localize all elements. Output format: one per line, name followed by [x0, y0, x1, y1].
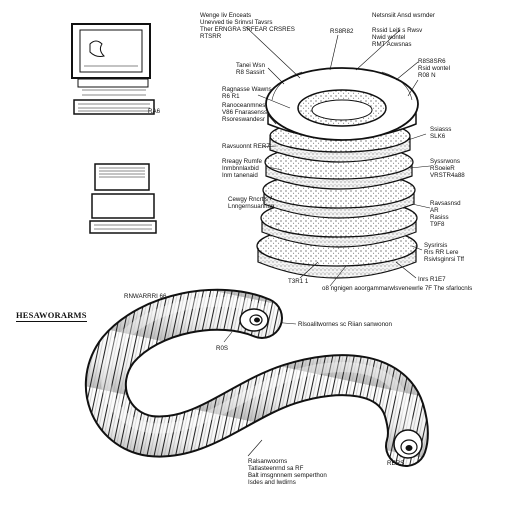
label-line: RSoeieR [430, 165, 455, 172]
label-line: R8 Sassirt [236, 69, 265, 76]
label-line: Rssid Leiti s Rwsv [372, 27, 423, 34]
label-line: Rrs RR Lere [424, 249, 459, 256]
stack-right-label-4: Ravsasnsd AR Rasiss T9F8 [430, 200, 461, 228]
label-line: Ralsanwoorns [248, 458, 288, 465]
label-line: Ravsasnsd [430, 200, 461, 207]
stack-top-center-label: RS8R82 [330, 28, 354, 35]
stack-right-label-1: R8S8SR6 Rsid wontel R08 N [418, 58, 450, 79]
label-line: Inmbnnlaxbid [222, 165, 259, 172]
stack-bottom-right-label: Inrs R1E7 [418, 276, 446, 283]
ring-top-torus [265, 67, 419, 141]
computer-label: RA6 [148, 108, 161, 115]
label-line: Netsnsiit Ansd wsrnder [372, 12, 435, 19]
stack-left-label-3: Ranoceanmnes V86 Fnarasenss Rsoreswandes… [222, 102, 267, 123]
label-line: Rsid wontel [418, 65, 450, 72]
worm-tail-label: RERS [387, 460, 405, 467]
label-line: AR [430, 207, 439, 214]
label-line: Inm tanenaid [222, 172, 258, 179]
earthworm-illustration [84, 288, 429, 467]
label-line: R08 N [418, 72, 436, 79]
label-line: R6 R1 [222, 93, 240, 100]
worm-top-label: RNWARRRI 66 [124, 293, 167, 300]
label-line: RMT Acwsnas [372, 41, 412, 48]
label-line: Rasiss [430, 214, 449, 221]
stack-bottom-caption: o8 ngnigen aoorgammarwlsvenewrle 7F The … [322, 285, 473, 292]
worm-left-label: R0S [216, 345, 229, 352]
label-line: T9F8 [430, 221, 445, 228]
label-line: VRSTR4a88 [430, 172, 465, 179]
label-line: Rsivlsginrsi Tff [424, 256, 464, 263]
stack-left-label-2: Ragnasse Wawns R6 R1 [222, 86, 272, 100]
label-line: Isdes and lwdirns [248, 479, 296, 486]
label-line: R8S8SR6 [418, 58, 446, 65]
label-line: Tatlasteenrnd sa RF [248, 465, 304, 472]
layered-rings-illustration [256, 67, 419, 279]
stack-right-label-2: Ssiasss SLK6 [430, 126, 451, 140]
diagram-title: HESAWORARMS [16, 310, 87, 322]
worm-head [239, 308, 269, 332]
stack-bottom-left-label: T3R1 1 [288, 278, 309, 285]
stack-left-label-4: Ravsuonnt RER7 [222, 143, 270, 150]
stack-left-label-6: Cewgy Rncrtis Lnngernsuanrian [228, 196, 274, 210]
label-line: Rreagy Rumfe [222, 158, 262, 165]
stack-left-label-1: Tanei Wsn R8 Sassirt [236, 62, 265, 76]
stack-left-label-5: Rreagy Rumfe Inmbnnlaxbid Inm tanenaid [222, 158, 262, 179]
label-line: Sysrirsis [424, 242, 448, 249]
label-line: Syssrwons [430, 158, 460, 165]
label-line: Ragnasse Wawns [222, 86, 272, 93]
label-line: Balt imsgnnnem semperthon [248, 472, 327, 479]
label-line: Ssiasss [430, 126, 452, 133]
stack-top-right-label: Netsnsiit Ansd wsrnder Rssid Leiti s Rws… [372, 12, 435, 48]
stack-header-label: Wenge liv Enceats Unevved tie Srinvsl Ta… [200, 12, 295, 40]
label-line: Tanei Wsn [236, 62, 265, 69]
label-line: Lnngernsuanrian [228, 203, 275, 210]
label-line: SLK6 [430, 133, 446, 140]
label-line: Ther ERNGRA SRFEAR CRSRES [200, 26, 295, 33]
label-line: Rsoreswandesr [222, 116, 265, 123]
desktop-computer-icon [71, 23, 155, 115]
label-line: V86 Fnarasenss [222, 109, 268, 116]
stack-right-label-5: Sysrirsis Rrs RR Lere Rsivlsginrsi Tff [424, 242, 464, 263]
label-line: RTSRR [200, 33, 222, 40]
label-line: Unevved tie Srinvsl Tavsrs [200, 19, 273, 26]
label-line: Wenge liv Enceats [200, 12, 252, 19]
label-line: Ranoceanmnes [222, 102, 266, 109]
worm-tail [393, 429, 423, 459]
laptop-computer-icon [89, 163, 157, 234]
stack-right-label-3: Syssrwons RSoeieR VRSTR4a88 [430, 158, 465, 179]
label-line: Nwid wontel [372, 34, 406, 41]
worm-pointer-label: Rlsoalitwornes sc Riian sanwonon [298, 321, 392, 328]
label-line: Cewgy Rncrtis [228, 196, 268, 203]
worm-bottom-label: Ralsanwoorns Tatlasteenrnd sa RF Balt im… [248, 458, 327, 486]
